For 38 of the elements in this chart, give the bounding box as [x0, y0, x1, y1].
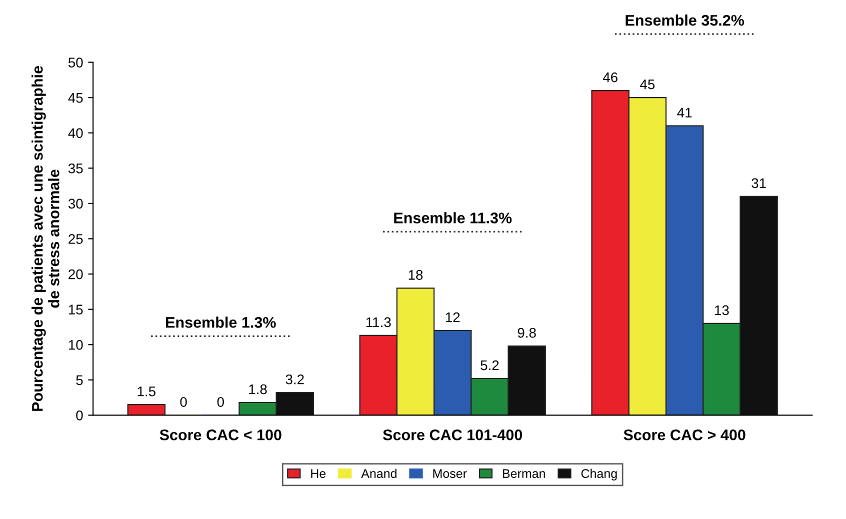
data-label: 12	[446, 312, 460, 322]
legend-label: He	[311, 469, 326, 478]
legend-label: Chang	[581, 468, 617, 480]
annotation: Ensemble 11.3%	[394, 212, 512, 224]
data-label: 31	[752, 178, 766, 188]
y-tick-label: 0	[76, 410, 83, 420]
data-label: 41	[677, 108, 692, 118]
x-tick-label: Score CAC < 100	[160, 429, 282, 440]
data-label: 11.3	[366, 317, 391, 328]
y-tick-label: 45	[68, 93, 83, 103]
data-label: 13	[715, 305, 729, 316]
y-tick-label: 10	[68, 340, 83, 350]
data-label: 9.8	[518, 328, 536, 338]
y-tick-label: 5	[76, 375, 83, 386]
data-label: 46	[602, 72, 618, 82]
data-label: 3.2	[286, 374, 304, 384]
data-label: 0	[180, 397, 187, 407]
y-tick-label: 50	[68, 58, 83, 68]
y-tick-label: 25	[68, 234, 83, 244]
text: Ensemble 35.2%	[626, 14, 744, 26]
annotation: Ensemble 1.3%	[166, 316, 276, 328]
y-tick-label: 30	[68, 198, 83, 209]
data-label: 45	[640, 80, 655, 90]
x-tick-label: Score CAC > 400	[624, 429, 746, 440]
data-label: 1.5	[138, 386, 156, 396]
data-label: 1.8	[249, 384, 267, 394]
legend-label: Anand	[361, 468, 396, 478]
legend-label: Moser	[433, 469, 467, 478]
y-tick-label: 40	[68, 128, 83, 138]
data-label: 0	[217, 397, 224, 407]
y-axis-title: Pourcentage de patients avec une scintigraphie de stress anormale	[32, 66, 60, 411]
x-tick-label: Score CAC 101-400	[382, 429, 522, 440]
y-tick-label: 35	[68, 163, 83, 174]
legend-label: Berman	[503, 469, 545, 478]
data-label: 5.2	[480, 360, 499, 370]
data-label: 18	[408, 270, 423, 280]
y-tick-label: 20	[68, 269, 83, 280]
y-tick-label: 15	[68, 304, 83, 314]
